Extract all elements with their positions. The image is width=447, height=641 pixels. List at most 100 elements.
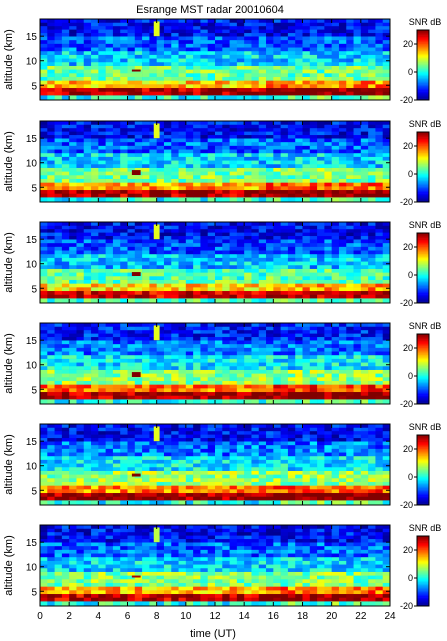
heatmap-cell	[178, 127, 187, 132]
heatmap-cell	[193, 481, 201, 486]
heatmap-cell	[83, 365, 92, 370]
heatmap-cell	[134, 239, 143, 244]
heatmap-cell	[346, 178, 354, 183]
heatmap-cell	[149, 377, 157, 381]
heatmap-cell	[331, 61, 340, 66]
heatmap-cell	[98, 54, 106, 59]
colorbar-segment	[417, 346, 429, 349]
heatmap-cell	[98, 39, 106, 44]
heatmap-cell	[236, 39, 245, 44]
heatmap-cell	[207, 141, 216, 146]
heatmap-cell	[244, 76, 252, 81]
heatmap-cell	[185, 232, 194, 237]
heatmap-cell	[185, 76, 194, 81]
heatmap-cell	[302, 333, 311, 338]
heatmap-cell	[309, 39, 318, 44]
heatmap-cell	[324, 54, 332, 59]
heatmap-cell	[244, 182, 252, 187]
heatmap-cell	[156, 36, 165, 41]
heatmap-cell	[222, 294, 230, 299]
heatmap-cell	[360, 489, 369, 494]
heatmap-cell	[324, 253, 332, 258]
heatmap-cell	[61, 358, 70, 363]
heatmap-cell	[346, 69, 354, 74]
heatmap-cell	[360, 134, 369, 139]
heatmap-cell	[236, 69, 245, 74]
heatmap-cell	[302, 167, 311, 172]
heatmap-cell	[98, 268, 106, 273]
heatmap-cell	[375, 395, 384, 400]
heatmap-cell	[76, 232, 85, 237]
heatmap-cell	[185, 391, 194, 396]
heatmap-cell	[47, 294, 55, 299]
heatmap-cell	[76, 32, 85, 37]
heatmap-cell	[83, 32, 92, 37]
heatmap-cell	[266, 333, 274, 338]
heatmap-cell	[324, 25, 332, 30]
colorbar-segment	[417, 234, 429, 237]
heatmap-cell	[207, 84, 216, 89]
heatmap-cell	[91, 268, 99, 273]
heatmap-cell	[91, 95, 99, 101]
colorbar-segment	[417, 402, 429, 405]
heatmap-cell	[251, 197, 260, 203]
heatmap-cell	[61, 95, 70, 101]
heatmap-cell	[149, 138, 157, 143]
heatmap-cell	[324, 182, 332, 187]
heatmap-cell	[273, 492, 281, 497]
heatmap-cell	[346, 268, 354, 273]
heatmap-cell	[244, 492, 252, 497]
heatmap-cell	[346, 377, 354, 381]
heatmap-cell	[76, 323, 85, 327]
heatmap-cell	[105, 61, 114, 66]
heatmap-cell	[69, 232, 77, 237]
heatmap-cell	[280, 279, 289, 284]
heatmap-cell	[353, 197, 362, 203]
heatmap-cell	[200, 474, 209, 479]
heatmap-cell	[61, 232, 70, 237]
heatmap-cell	[156, 485, 165, 490]
heatmap-cell	[236, 478, 245, 482]
heatmap-cell	[229, 326, 238, 331]
heatmap-cell	[353, 182, 362, 187]
heatmap-cell	[353, 131, 362, 136]
heatmap-cell	[178, 87, 187, 92]
heatmap-cell	[91, 323, 99, 327]
heatmap-cell	[251, 343, 260, 348]
heatmap-cell	[375, 156, 384, 161]
colorbar-segment	[417, 297, 429, 300]
heatmap-cell	[273, 58, 281, 63]
heatmap-cell	[295, 362, 303, 367]
heatmap-cell	[222, 232, 230, 237]
heatmap-cell	[91, 127, 99, 132]
heatmap-cell	[266, 121, 274, 125]
heatmap-cell	[375, 326, 384, 331]
colorbar-segment	[417, 93, 429, 95]
heatmap-cell	[375, 167, 384, 172]
colorbar-segment	[417, 137, 429, 140]
heatmap-cell	[91, 388, 99, 393]
heatmap-cell	[193, 268, 201, 273]
heatmap-cell	[236, 343, 245, 348]
heatmap-cell	[134, 228, 143, 233]
heatmap-cell	[287, 95, 296, 101]
heatmap-cell	[375, 347, 384, 352]
heatmap-cell	[222, 492, 230, 497]
heatmap-cell	[156, 384, 165, 389]
heatmap-cell	[338, 95, 347, 101]
heatmap-cell	[127, 496, 136, 501]
heatmap-cell	[200, 84, 209, 89]
heatmap-cell	[47, 489, 55, 494]
heatmap-cell	[207, 61, 216, 66]
heatmap-cell	[127, 22, 136, 27]
heatmap-cell	[120, 246, 128, 251]
heatmap-cell	[112, 347, 121, 352]
heatmap-cell	[295, 365, 303, 370]
heatmap-cell	[338, 492, 347, 497]
heatmap-cell	[295, 246, 303, 251]
heatmap-cell	[149, 193, 157, 198]
heatmap-cell	[324, 50, 332, 55]
heatmap-cell	[309, 264, 318, 269]
heatmap-cell	[127, 152, 136, 157]
